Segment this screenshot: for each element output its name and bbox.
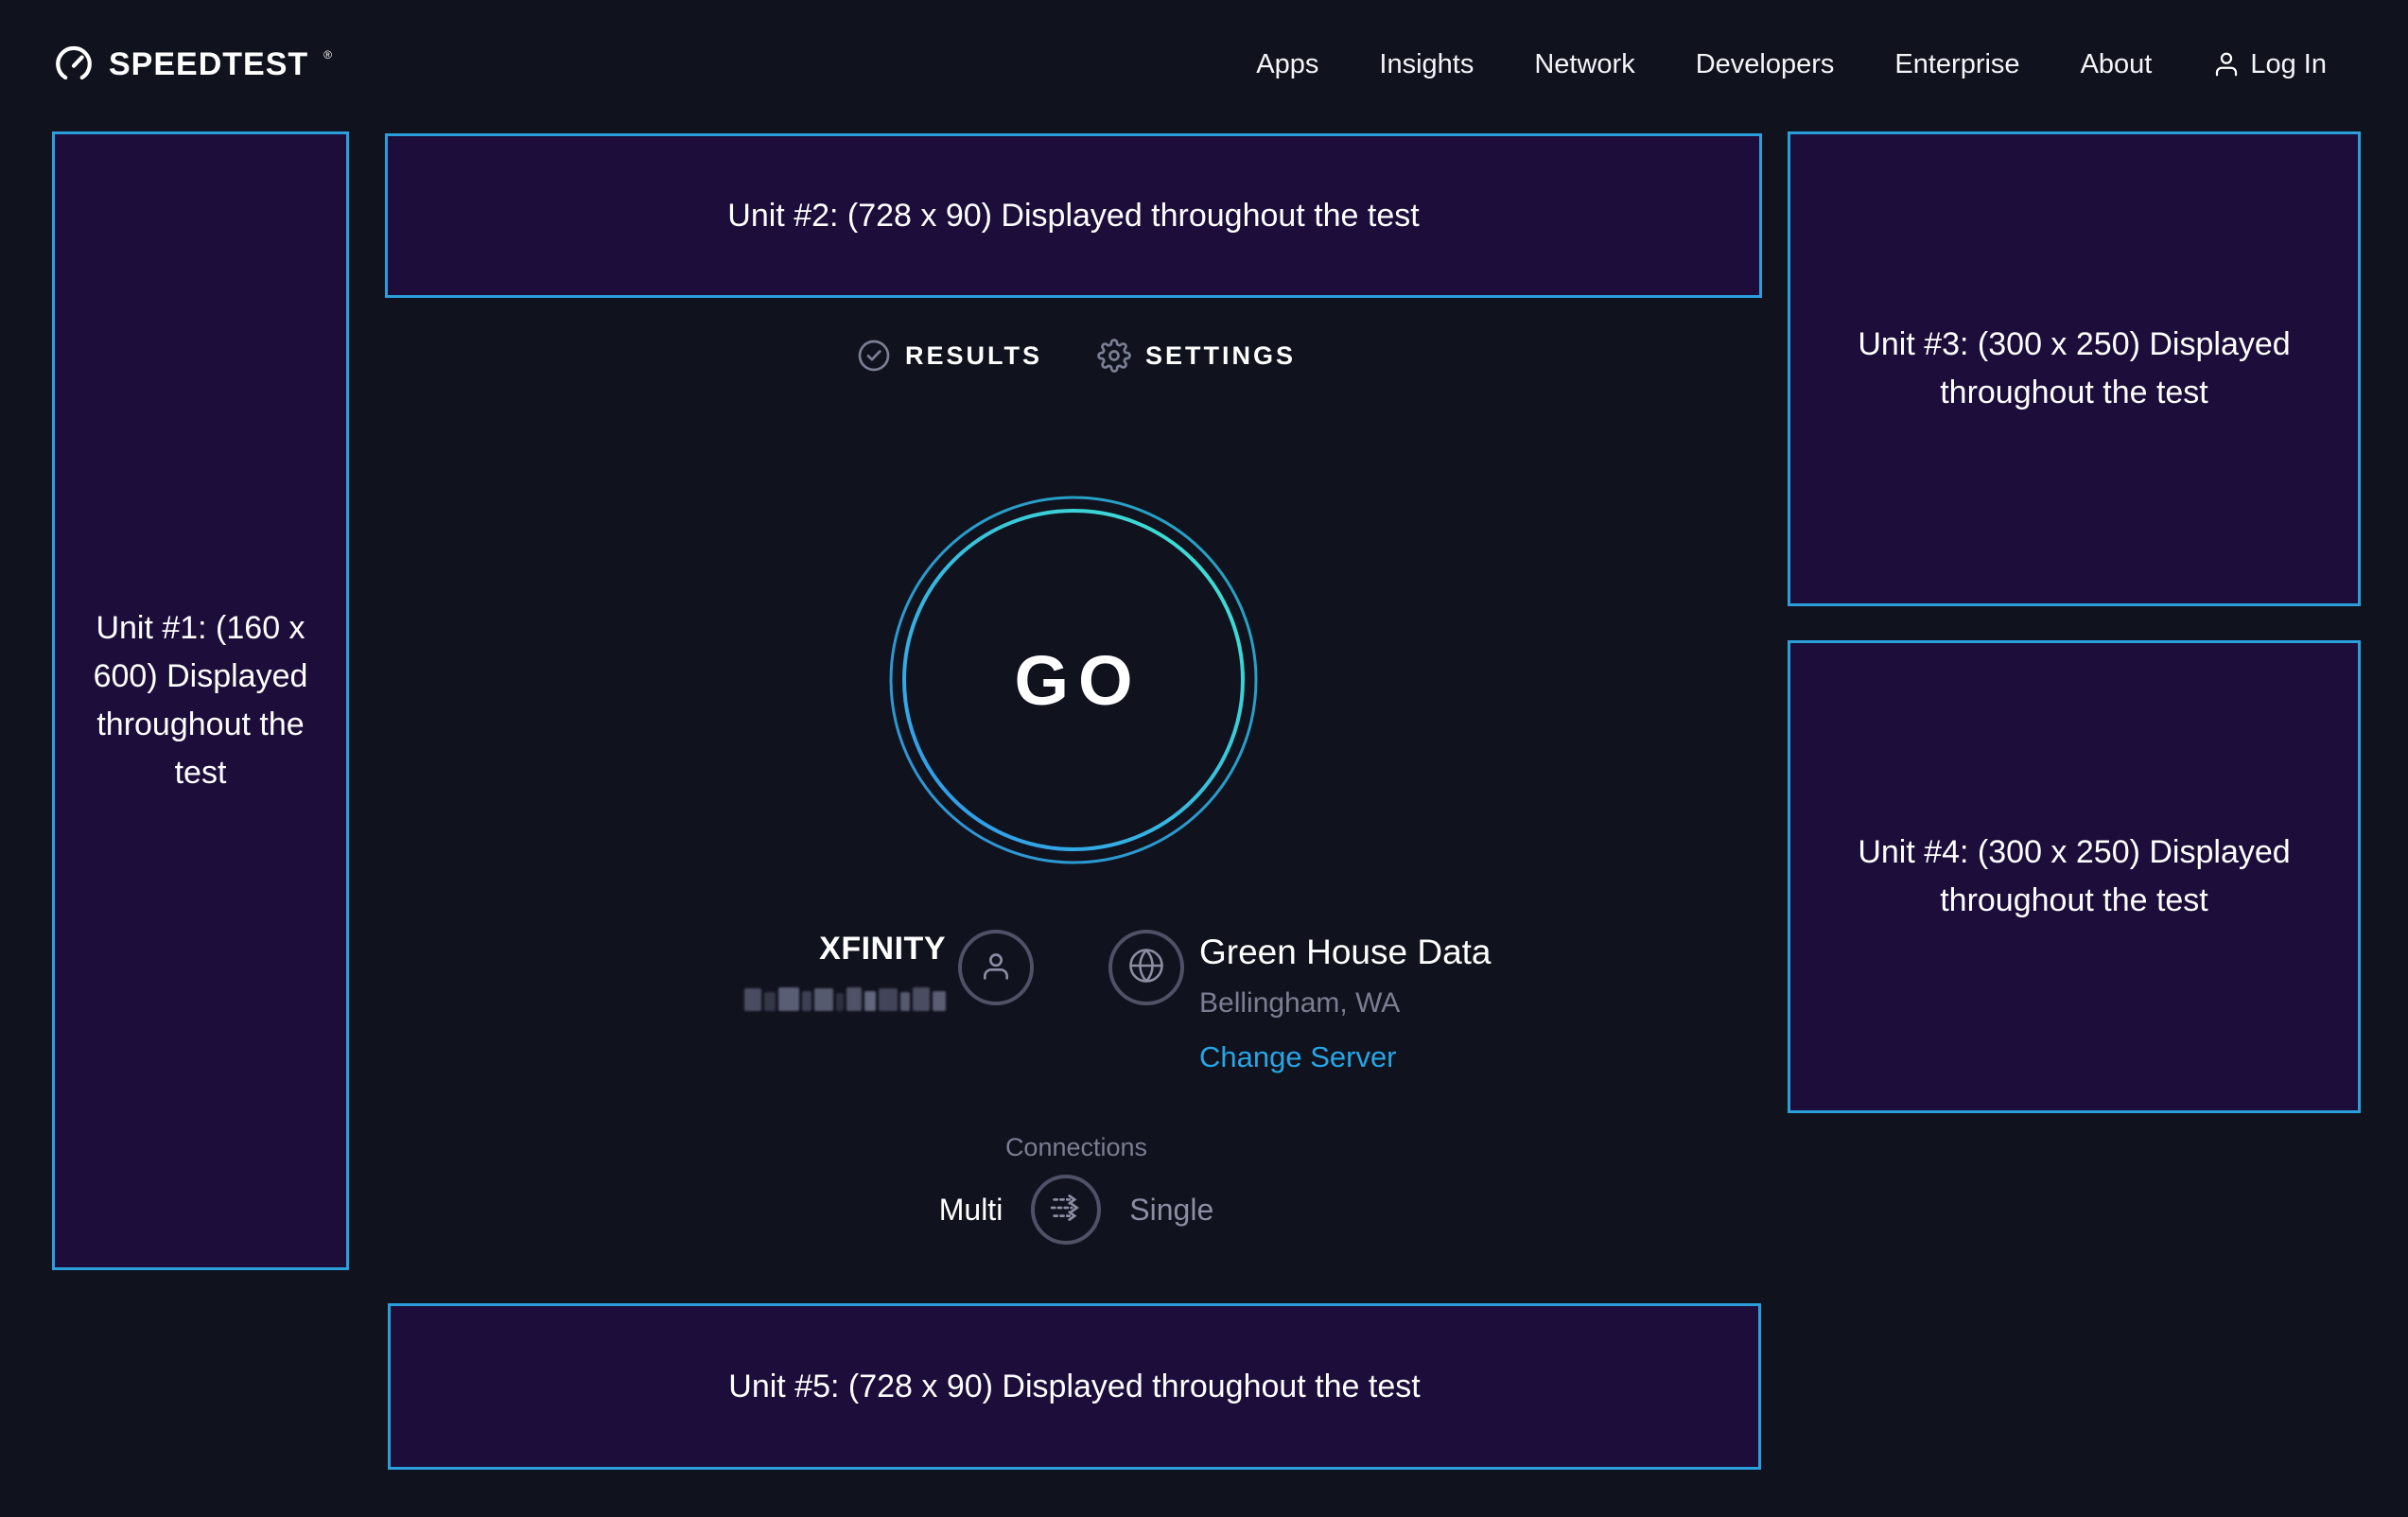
ad-unit-3[interactable]: Unit #3: (300 x 250) Displayed throughou… — [1788, 131, 2361, 606]
ad-unit-1[interactable]: Unit #1: (160 x 600) Displayed throughou… — [52, 131, 349, 1270]
login-button[interactable]: Log In — [2212, 49, 2327, 80]
speedometer-icon — [52, 43, 96, 86]
connections-single-option[interactable]: Single — [1129, 1192, 1214, 1227]
ad-unit-3-label: Unit #3: (300 x 250) Displayed throughou… — [1858, 326, 2291, 410]
tab-results-label: RESULTS — [904, 340, 1042, 370]
go-button[interactable]: GO — [887, 494, 1260, 866]
nav-item-enterprise[interactable]: Enterprise — [1894, 48, 2020, 79]
user-icon — [2212, 50, 2241, 78]
speedtest-logo[interactable]: SPEEDTEST ® — [52, 43, 332, 86]
change-server-link[interactable]: Change Server — [1199, 1040, 1397, 1073]
isp-name: XFINITY — [819, 931, 946, 967]
multi-connection-arrows-icon — [1046, 1188, 1086, 1232]
connections-toggle-button[interactable] — [1031, 1175, 1102, 1245]
nav-item-about[interactable]: About — [2080, 48, 2153, 79]
isp-badge — [958, 930, 1034, 1005]
server-info: Green House Data Bellingham, WA Change S… — [1199, 933, 1492, 1074]
person-icon — [977, 947, 1015, 989]
top-nav-bar: SPEEDTEST ® Apps Insights Network Develo… — [0, 0, 2408, 129]
server-name: Green House Data — [1199, 933, 1492, 971]
isp-info: XFINITY — [744, 931, 946, 1011]
isp-ip-redacted — [744, 986, 946, 1011]
nav-item-network[interactable]: Network — [1534, 48, 1635, 79]
tab-settings[interactable]: SETTINGS — [1097, 339, 1296, 373]
connections-label: Connections — [1004, 1133, 1148, 1161]
check-circle-icon — [857, 339, 891, 373]
globe-icon — [1125, 945, 1167, 991]
logo-wordmark: SPEEDTEST — [109, 45, 309, 82]
connections-multi-option[interactable]: Multi — [938, 1192, 1003, 1227]
nav-item-insights[interactable]: Insights — [1379, 48, 1474, 79]
ad-unit-2-label: Unit #2: (728 x 90) Displayed throughout… — [727, 197, 1420, 234]
server-badge — [1108, 930, 1184, 1005]
ad-unit-5-label: Unit #5: (728 x 90) Displayed throughout… — [728, 1368, 1421, 1404]
go-button-label: GO — [1014, 640, 1143, 720]
ad-unit-2[interactable]: Unit #2: (728 x 90) Displayed throughout… — [385, 133, 1762, 298]
tab-settings-label: SETTINGS — [1145, 340, 1297, 370]
gear-icon — [1097, 339, 1131, 373]
ad-unit-4[interactable]: Unit #4: (300 x 250) Displayed throughou… — [1788, 640, 2361, 1113]
ad-unit-1-label: Unit #1: (160 x 600) Displayed throughou… — [93, 610, 308, 791]
connections-toggle-row: Multi Single — [388, 1175, 1765, 1245]
nav-item-developers[interactable]: Developers — [1695, 48, 1835, 79]
server-location: Bellingham, WA — [1199, 987, 1401, 1019]
nav-item-apps[interactable]: Apps — [1256, 48, 1319, 79]
view-tabs: RESULTS SETTINGS — [388, 339, 1765, 373]
nav-menu: Apps Insights Network Developers Enterpr… — [1256, 49, 2327, 80]
go-button-rings — [889, 496, 1258, 864]
tab-results[interactable]: RESULTS — [857, 339, 1042, 373]
ad-unit-5[interactable]: Unit #5: (728 x 90) Displayed throughout… — [388, 1303, 1761, 1470]
logo-trademark: ® — [323, 48, 333, 61]
login-label: Log In — [2250, 48, 2327, 79]
ad-unit-4-label: Unit #4: (300 x 250) Displayed throughou… — [1858, 834, 2291, 918]
